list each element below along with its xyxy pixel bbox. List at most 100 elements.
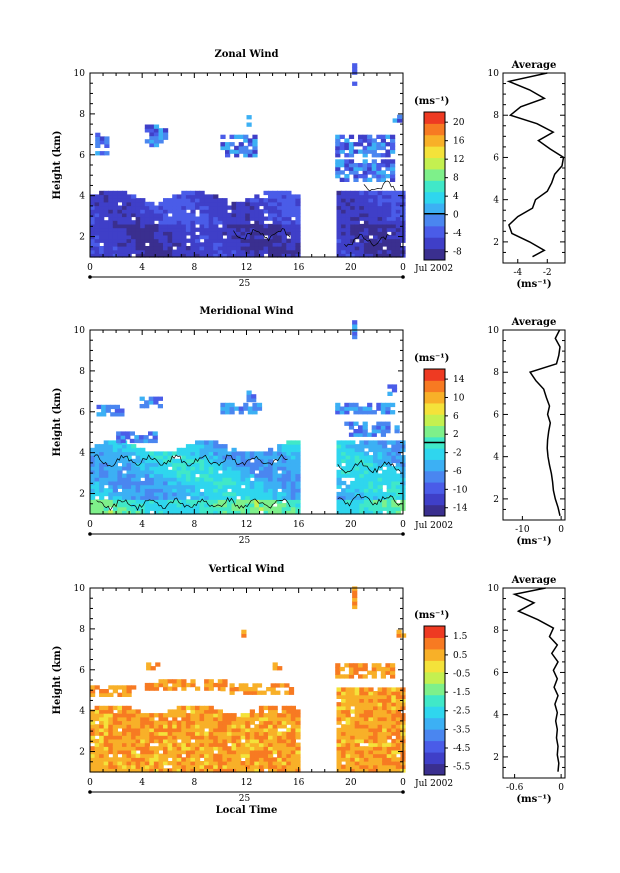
colorbar-tick-label: 16 bbox=[453, 137, 465, 147]
heatmap-cell bbox=[99, 212, 105, 218]
heatmap-cell bbox=[222, 242, 228, 247]
heatmap-cell bbox=[103, 727, 109, 733]
heatmap-cell bbox=[195, 220, 201, 225]
heatmap-cell bbox=[377, 768, 383, 773]
heatmap-cell bbox=[263, 209, 269, 214]
heatmap-cell bbox=[277, 738, 283, 744]
heatmap-cell bbox=[368, 731, 374, 736]
heatmap-cell bbox=[94, 216, 100, 221]
heatmap-cell bbox=[222, 768, 228, 773]
heatmap-cell bbox=[277, 447, 283, 453]
heatmap-cell bbox=[153, 495, 160, 500]
heatmap-cell bbox=[236, 720, 242, 725]
heatmap-cell bbox=[213, 194, 219, 199]
heatmap-cell bbox=[172, 720, 178, 725]
heatmap-cell bbox=[336, 190, 342, 196]
heatmap-cell bbox=[181, 205, 187, 210]
heatmap-cell bbox=[103, 735, 109, 740]
heatmap-cell bbox=[373, 709, 379, 714]
heatmap-cell bbox=[391, 503, 397, 508]
heatmap-cell bbox=[295, 227, 301, 232]
heatmap-cell bbox=[158, 216, 164, 221]
contour-line bbox=[344, 233, 390, 248]
heatmap-cell bbox=[277, 506, 283, 511]
heatmap-cell bbox=[112, 720, 118, 725]
heatmap-cell bbox=[126, 466, 132, 471]
heatmap-cell bbox=[352, 323, 358, 329]
heatmap-cell bbox=[258, 713, 265, 718]
heatmap-cell bbox=[268, 242, 274, 247]
heatmap-cell bbox=[263, 223, 269, 229]
heatmap-cell bbox=[99, 136, 105, 141]
heatmap-cell bbox=[268, 238, 274, 243]
heatmap-cell bbox=[281, 742, 287, 747]
heatmap-cell bbox=[204, 742, 210, 747]
heatmap-cell bbox=[217, 679, 223, 684]
heatmap-cell bbox=[94, 480, 100, 486]
heatmap-cell bbox=[390, 138, 396, 143]
heatmap-cell bbox=[126, 506, 132, 511]
heatmap-cell bbox=[172, 709, 178, 714]
heatmap-cell bbox=[382, 205, 388, 210]
heatmap-cell bbox=[277, 503, 283, 508]
profile-line bbox=[512, 587, 560, 772]
heatmap-cell bbox=[226, 205, 233, 210]
heatmap-cell bbox=[373, 220, 379, 225]
heatmap-cell bbox=[99, 198, 105, 203]
heatmap-cell bbox=[135, 738, 141, 744]
heatmap-cell bbox=[359, 691, 365, 696]
heatmap-cell bbox=[190, 682, 196, 688]
y-tick-label: 8 bbox=[79, 625, 85, 635]
heatmap-cell bbox=[185, 458, 192, 464]
heatmap-cell bbox=[290, 234, 296, 240]
heatmap-cell bbox=[354, 709, 360, 714]
heatmap-cell bbox=[368, 749, 374, 755]
heatmap-cell bbox=[204, 198, 210, 203]
heatmap-cell bbox=[263, 227, 269, 232]
heatmap-cell bbox=[144, 742, 150, 747]
colorbar-tick-label: 0.5 bbox=[453, 651, 468, 661]
heatmap-cell bbox=[99, 223, 105, 229]
heatmap-cell bbox=[268, 484, 274, 489]
heatmap-cell bbox=[149, 128, 155, 133]
heatmap-cell bbox=[135, 488, 141, 493]
heatmap-cell bbox=[122, 749, 128, 755]
heatmap-cell bbox=[272, 462, 278, 467]
heatmap-cell bbox=[153, 746, 160, 751]
heatmap-cell bbox=[295, 753, 301, 758]
x-tick-label: 16 bbox=[293, 520, 305, 530]
heatmap-cell bbox=[295, 716, 301, 722]
heatmap-cell bbox=[358, 429, 364, 434]
heatmap-cell bbox=[391, 209, 397, 214]
heatmap-cell bbox=[245, 238, 251, 243]
profile-y-tick-label: 8 bbox=[493, 111, 499, 121]
heatmap-cell bbox=[158, 757, 164, 762]
heatmap-cell bbox=[217, 746, 223, 751]
heatmap-cell bbox=[391, 458, 397, 464]
heatmap-cell bbox=[348, 159, 355, 164]
heatmap-cell bbox=[163, 731, 169, 736]
heatmap-cell bbox=[229, 406, 235, 411]
heatmap-cell bbox=[172, 451, 178, 456]
heatmap-cell bbox=[112, 444, 118, 449]
heatmap-cell bbox=[220, 134, 226, 139]
heatmap-cell bbox=[352, 334, 358, 340]
heatmap-cell bbox=[268, 753, 274, 758]
heatmap-cell bbox=[176, 724, 182, 729]
heatmap-cell bbox=[386, 488, 392, 493]
heatmap-cell bbox=[258, 477, 265, 482]
heatmap-cell bbox=[222, 447, 228, 453]
y-tick-label: 2 bbox=[79, 233, 85, 243]
heatmap-cell bbox=[144, 686, 150, 691]
heatmap-cell bbox=[339, 149, 345, 154]
heatmap-cell bbox=[377, 506, 383, 511]
heatmap-cell bbox=[363, 705, 370, 711]
heatmap-cell bbox=[371, 159, 377, 164]
heatmap-cell bbox=[245, 716, 251, 722]
heatmap-cell bbox=[222, 220, 228, 225]
heatmap-cell bbox=[295, 477, 301, 482]
heatmap-cell bbox=[99, 216, 105, 221]
heatmap-cell bbox=[380, 674, 386, 679]
heatmap-cell bbox=[376, 170, 382, 175]
heatmap-cell bbox=[94, 194, 100, 199]
